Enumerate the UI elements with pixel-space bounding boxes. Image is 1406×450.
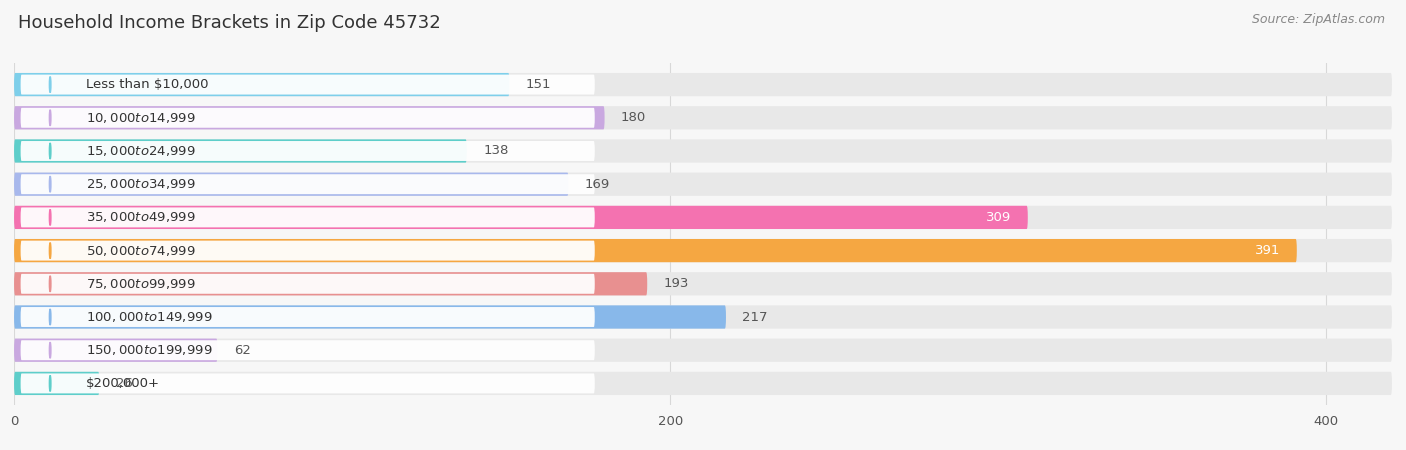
Text: 169: 169 <box>585 178 610 191</box>
Text: 180: 180 <box>621 111 647 124</box>
FancyBboxPatch shape <box>21 174 595 194</box>
Text: $10,000 to $14,999: $10,000 to $14,999 <box>86 111 195 125</box>
FancyBboxPatch shape <box>14 372 100 395</box>
Text: $100,000 to $149,999: $100,000 to $149,999 <box>86 310 212 324</box>
FancyBboxPatch shape <box>14 338 218 362</box>
Text: 138: 138 <box>484 144 509 158</box>
FancyBboxPatch shape <box>14 239 1296 262</box>
FancyBboxPatch shape <box>14 140 1392 162</box>
Text: 309: 309 <box>986 211 1011 224</box>
FancyBboxPatch shape <box>14 272 647 296</box>
FancyBboxPatch shape <box>21 307 595 327</box>
FancyBboxPatch shape <box>14 372 1392 395</box>
FancyBboxPatch shape <box>21 75 595 94</box>
Text: 391: 391 <box>1256 244 1281 257</box>
Text: Source: ZipAtlas.com: Source: ZipAtlas.com <box>1251 14 1385 27</box>
Text: $75,000 to $99,999: $75,000 to $99,999 <box>86 277 195 291</box>
Text: Household Income Brackets in Zip Code 45732: Household Income Brackets in Zip Code 45… <box>18 14 441 32</box>
Text: $150,000 to $199,999: $150,000 to $199,999 <box>86 343 212 357</box>
FancyBboxPatch shape <box>14 106 1392 130</box>
FancyBboxPatch shape <box>14 206 1028 229</box>
FancyBboxPatch shape <box>14 172 1392 196</box>
FancyBboxPatch shape <box>14 206 1392 229</box>
FancyBboxPatch shape <box>21 207 595 227</box>
FancyBboxPatch shape <box>14 106 605 130</box>
FancyBboxPatch shape <box>21 141 595 161</box>
FancyBboxPatch shape <box>21 374 595 393</box>
Circle shape <box>49 243 51 259</box>
Circle shape <box>49 309 51 325</box>
Circle shape <box>49 342 51 358</box>
Text: $35,000 to $49,999: $35,000 to $49,999 <box>86 211 195 225</box>
FancyBboxPatch shape <box>14 140 467 162</box>
FancyBboxPatch shape <box>14 306 725 328</box>
FancyBboxPatch shape <box>21 108 595 128</box>
Circle shape <box>49 110 51 126</box>
FancyBboxPatch shape <box>14 172 568 196</box>
Text: $200,000+: $200,000+ <box>86 377 160 390</box>
Circle shape <box>49 276 51 292</box>
Text: 217: 217 <box>742 310 768 324</box>
FancyBboxPatch shape <box>14 338 1392 362</box>
Text: $15,000 to $24,999: $15,000 to $24,999 <box>86 144 195 158</box>
FancyBboxPatch shape <box>14 73 1392 96</box>
Circle shape <box>49 209 51 225</box>
Circle shape <box>49 76 51 93</box>
Text: $25,000 to $34,999: $25,000 to $34,999 <box>86 177 195 191</box>
Text: 26: 26 <box>115 377 132 390</box>
FancyBboxPatch shape <box>21 340 595 360</box>
Text: $50,000 to $74,999: $50,000 to $74,999 <box>86 243 195 257</box>
FancyBboxPatch shape <box>14 239 1392 262</box>
FancyBboxPatch shape <box>14 272 1392 296</box>
Circle shape <box>49 375 51 392</box>
FancyBboxPatch shape <box>14 73 509 96</box>
Text: 151: 151 <box>526 78 551 91</box>
Circle shape <box>49 176 51 192</box>
FancyBboxPatch shape <box>21 241 595 261</box>
Text: 193: 193 <box>664 277 689 290</box>
Text: 62: 62 <box>233 344 250 357</box>
FancyBboxPatch shape <box>14 306 1392 328</box>
Circle shape <box>49 143 51 159</box>
FancyBboxPatch shape <box>21 274 595 294</box>
Text: Less than $10,000: Less than $10,000 <box>86 78 208 91</box>
